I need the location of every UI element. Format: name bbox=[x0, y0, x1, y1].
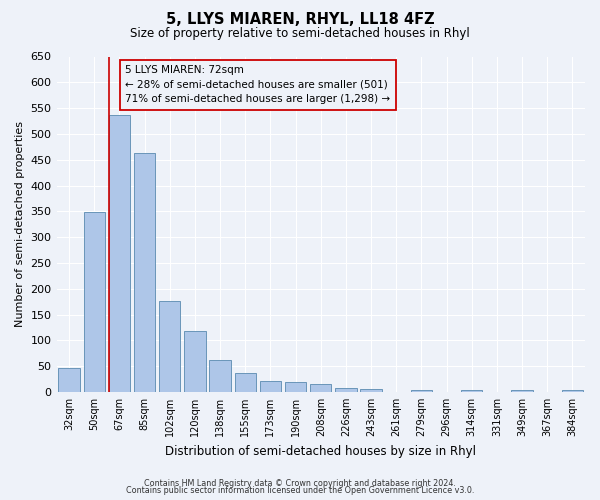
Bar bbox=[209, 360, 231, 392]
Bar bbox=[235, 374, 256, 392]
Bar bbox=[335, 388, 356, 392]
Bar bbox=[260, 380, 281, 392]
Bar bbox=[109, 116, 130, 392]
Text: 5 LLYS MIAREN: 72sqm
← 28% of semi-detached houses are smaller (501)
71% of semi: 5 LLYS MIAREN: 72sqm ← 28% of semi-detac… bbox=[125, 65, 391, 104]
Bar bbox=[58, 368, 80, 392]
Bar bbox=[159, 301, 181, 392]
Y-axis label: Number of semi-detached properties: Number of semi-detached properties bbox=[15, 121, 25, 327]
Text: Size of property relative to semi-detached houses in Rhyl: Size of property relative to semi-detach… bbox=[130, 28, 470, 40]
Text: Contains HM Land Registry data © Crown copyright and database right 2024.: Contains HM Land Registry data © Crown c… bbox=[144, 478, 456, 488]
X-axis label: Distribution of semi-detached houses by size in Rhyl: Distribution of semi-detached houses by … bbox=[165, 444, 476, 458]
Bar bbox=[134, 153, 155, 392]
Text: 5, LLYS MIAREN, RHYL, LL18 4FZ: 5, LLYS MIAREN, RHYL, LL18 4FZ bbox=[166, 12, 434, 28]
Bar bbox=[461, 390, 482, 392]
Bar bbox=[83, 212, 105, 392]
Bar bbox=[310, 384, 331, 392]
Bar bbox=[361, 390, 382, 392]
Bar bbox=[511, 390, 533, 392]
Bar bbox=[411, 390, 432, 392]
Bar bbox=[184, 331, 206, 392]
Text: Contains public sector information licensed under the Open Government Licence v3: Contains public sector information licen… bbox=[126, 486, 474, 495]
Bar bbox=[562, 390, 583, 392]
Bar bbox=[285, 382, 307, 392]
